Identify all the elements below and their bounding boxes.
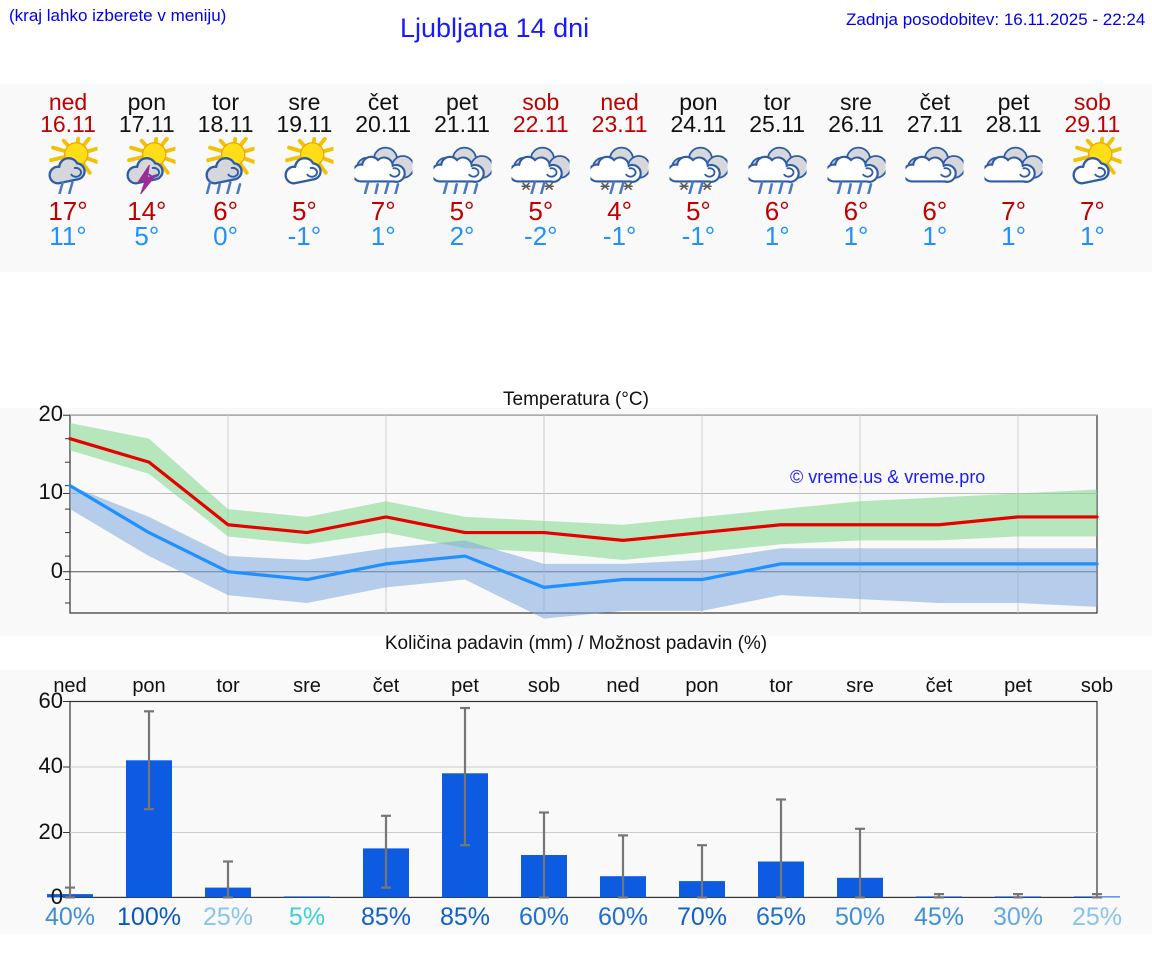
- svg-text:40: 40: [39, 753, 63, 778]
- svg-text:0: 0: [51, 884, 63, 909]
- svg-text:60: 60: [39, 688, 63, 713]
- svg-text:20: 20: [39, 819, 63, 844]
